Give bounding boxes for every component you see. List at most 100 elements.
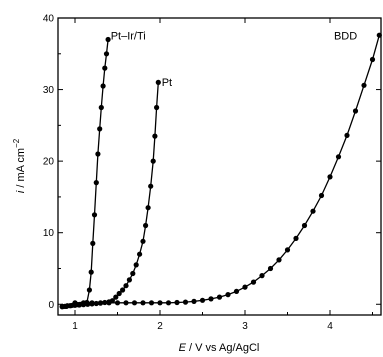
data-point xyxy=(89,300,95,306)
data-point xyxy=(80,300,87,306)
data-point xyxy=(259,273,265,279)
series-bdd xyxy=(72,32,382,306)
x-axis-ticks: 1 2 3 4 xyxy=(72,18,373,332)
data-point xyxy=(301,222,308,229)
data-point xyxy=(310,208,316,214)
series-pt xyxy=(59,79,161,310)
y-axis-title-var: i xyxy=(15,190,27,193)
data-point xyxy=(95,151,101,157)
data-point xyxy=(120,287,126,293)
data-point xyxy=(140,238,146,244)
y-tick-label: 30 xyxy=(43,85,55,96)
series-label-pt-ir-ti: Pt–Ir/Ti xyxy=(111,31,146,43)
data-point xyxy=(376,32,382,38)
x-axis-title: E / V vs Ag/AgCl xyxy=(179,342,260,354)
y-tick-label: 40 xyxy=(43,14,55,25)
data-point xyxy=(165,300,172,306)
data-point xyxy=(361,82,367,88)
y-tick-label: 20 xyxy=(43,157,55,168)
data-point xyxy=(327,174,333,180)
data-point xyxy=(191,298,197,304)
data-point xyxy=(63,303,70,309)
data-point xyxy=(98,104,104,111)
series-line-bdd xyxy=(75,35,380,304)
data-point xyxy=(145,205,151,211)
data-point xyxy=(267,265,274,272)
y-axis-ticks: 0 10 20 30 40 xyxy=(43,14,381,311)
data-point xyxy=(148,300,155,306)
data-point xyxy=(137,251,143,257)
data-point xyxy=(133,262,139,268)
data-point xyxy=(276,257,282,263)
data-point xyxy=(88,269,94,275)
y-axis-title-rest: / mA cm xyxy=(15,148,27,191)
y-tick-label: 10 xyxy=(43,228,55,239)
data-point xyxy=(318,192,325,199)
data-point xyxy=(154,104,160,111)
data-point xyxy=(293,235,299,241)
x-tick-label: 3 xyxy=(242,321,248,332)
data-point xyxy=(114,300,121,306)
series-pt-ir-ti xyxy=(59,36,111,309)
y-axis-title-sup: −2 xyxy=(12,138,21,148)
data-point xyxy=(131,300,138,306)
x-tick-label: 1 xyxy=(72,321,78,332)
data-point xyxy=(284,247,291,253)
data-point xyxy=(242,284,248,290)
series-label-bdd: BDD xyxy=(334,31,357,43)
data-point xyxy=(174,299,180,306)
data-point xyxy=(123,300,129,306)
data-point xyxy=(72,300,78,306)
series-layer xyxy=(59,32,382,310)
data-point xyxy=(102,65,108,71)
series-labels: Pt–Ir/Ti Pt BDD xyxy=(111,31,358,90)
data-point xyxy=(140,300,146,306)
data-point xyxy=(103,51,110,57)
data-point xyxy=(352,108,359,114)
data-point xyxy=(97,300,104,306)
y-axis-title: i / mA cm−2 xyxy=(12,138,27,193)
data-point xyxy=(59,304,65,310)
data-point xyxy=(143,222,149,229)
data-point xyxy=(233,288,240,294)
data-point xyxy=(123,283,129,289)
y-tick-label: 0 xyxy=(48,300,54,311)
data-point xyxy=(208,296,214,302)
data-point xyxy=(369,56,376,63)
data-point xyxy=(113,294,119,300)
plot-frame xyxy=(57,17,382,316)
data-point xyxy=(150,158,156,164)
data-point xyxy=(157,300,163,306)
x-axis-title-var: E xyxy=(179,342,187,354)
data-point xyxy=(155,79,161,85)
data-point xyxy=(126,277,132,283)
data-point xyxy=(182,299,189,305)
data-point xyxy=(93,180,99,186)
data-point xyxy=(68,303,74,309)
x-axis-title-rest: / V vs Ag/AgCl xyxy=(186,342,259,354)
plot-frame-group xyxy=(57,17,382,316)
data-point xyxy=(90,240,96,246)
x-tick-label: 4 xyxy=(327,321,333,332)
x-tick-label: 2 xyxy=(157,321,163,332)
data-point xyxy=(97,126,103,132)
data-point xyxy=(105,36,111,43)
data-point xyxy=(76,302,82,308)
data-point xyxy=(148,183,154,189)
data-point xyxy=(106,300,112,306)
series-line-pt xyxy=(62,82,159,308)
data-point xyxy=(199,297,206,303)
data-point xyxy=(216,294,223,300)
data-point xyxy=(86,287,92,293)
data-point xyxy=(130,270,136,277)
data-point xyxy=(91,212,98,218)
data-point xyxy=(335,154,342,160)
data-point xyxy=(100,83,106,89)
data-point xyxy=(116,290,122,297)
data-point xyxy=(344,132,350,138)
series-label-pt: Pt xyxy=(162,77,172,89)
data-point xyxy=(152,133,158,139)
data-point xyxy=(225,292,231,298)
series-line-pt-ir-ti xyxy=(62,39,109,308)
